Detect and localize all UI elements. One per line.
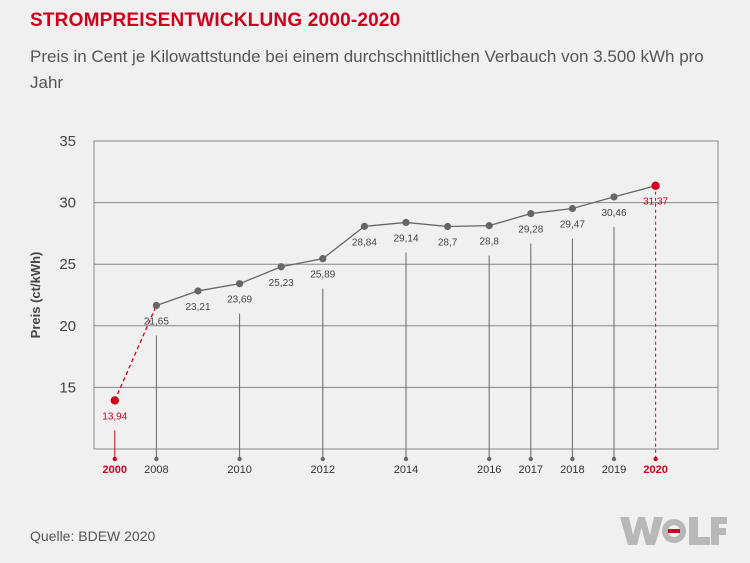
data-label: 25,89 [310,270,335,281]
data-point [194,287,202,295]
x-tick-label: 2019 [602,464,626,476]
data-label: 28,84 [352,237,377,248]
x-tick-label: 2008 [144,464,168,476]
axis-tick-dot [528,456,533,462]
data-label: 31,37 [643,197,668,208]
data-point [152,301,160,310]
x-tick-label: 2012 [311,464,335,476]
x-tick-label: 2018 [560,464,584,476]
axis-tick-dot [154,456,159,462]
data-point [319,255,327,263]
x-tick-label: 2016 [477,464,501,476]
axis-tick-dot [112,456,118,462]
wolf-logo [620,517,727,545]
data-point [236,280,244,288]
data-label: 21,65 [144,316,169,327]
data-label: 23,69 [227,295,252,306]
source-note: Quelle: BDEW 2020 [30,528,156,544]
data-label: 23,21 [185,302,210,313]
data-label: 13,94 [102,411,127,422]
chart-subtitle: Preis in Cent je Kilowattstunde bei eine… [30,47,704,92]
data-point [110,396,120,405]
axis-tick-dot [320,456,325,462]
data-label: 29,14 [393,233,418,244]
data-point [610,193,618,201]
x-tick-label: 2017 [519,464,543,476]
x-tick-label: 2020 [643,464,667,476]
y-tick-label: 35 [59,133,76,150]
data-label: 28,8 [479,237,499,248]
data-label: 28,7 [438,238,458,249]
y-axis-label: Preis (ct/kWh) [28,252,43,339]
x-tick-label: 2000 [103,464,127,476]
data-label: 30,46 [601,208,626,219]
y-tick-label: 25 [59,256,76,273]
axis-tick-dot [487,456,492,462]
chart-title: STROMPREISENTWICKLUNG 2000-2020 [30,10,401,31]
data-point [360,222,368,230]
data-point [402,218,410,227]
x-tick-label: 2014 [394,464,418,476]
y-tick-label: 20 [59,318,76,335]
axis-tick-dot [403,456,409,462]
axis-tick-dot [570,456,575,462]
axis-tick-dot [653,456,658,462]
data-point [651,181,660,190]
data-point [444,222,452,231]
data-point [527,209,535,218]
data-point [568,204,577,213]
data-label: 25,23 [269,278,294,289]
y-tick-label: 15 [59,379,76,396]
data-point [485,222,493,230]
x-tick-label: 2010 [227,464,251,476]
axis-tick-dot [237,456,242,462]
axis-tick-dot [611,456,617,462]
y-tick-label: 30 [59,195,76,212]
data-label: 29,47 [560,220,585,231]
data-label: 29,28 [518,225,543,236]
data-point [277,263,285,271]
dashed-series-segment [114,305,157,401]
